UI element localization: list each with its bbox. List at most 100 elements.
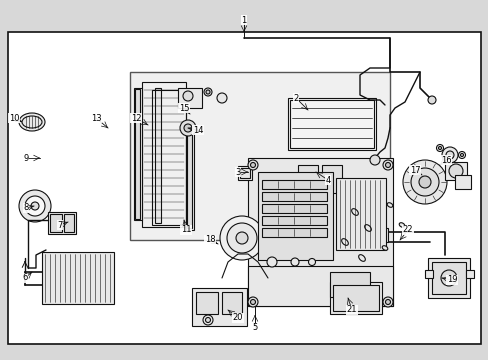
Bar bbox=[238, 166, 251, 180]
Bar bbox=[332, 285, 378, 311]
Text: 8: 8 bbox=[23, 203, 29, 212]
Circle shape bbox=[445, 151, 453, 159]
Text: 16: 16 bbox=[440, 156, 450, 165]
Ellipse shape bbox=[382, 246, 387, 250]
Circle shape bbox=[290, 258, 298, 266]
Bar bbox=[424, 270, 432, 278]
Circle shape bbox=[203, 315, 213, 325]
Circle shape bbox=[382, 297, 392, 307]
Circle shape bbox=[441, 147, 457, 163]
Circle shape bbox=[217, 93, 226, 103]
Circle shape bbox=[19, 190, 51, 222]
Text: 11: 11 bbox=[181, 225, 191, 234]
Text: 14: 14 bbox=[192, 126, 203, 135]
Bar bbox=[155, 88, 161, 223]
Bar bbox=[222, 292, 242, 314]
Text: 21: 21 bbox=[346, 306, 357, 315]
Circle shape bbox=[460, 153, 463, 157]
Circle shape bbox=[31, 202, 39, 210]
Bar bbox=[130, 72, 389, 240]
Circle shape bbox=[427, 96, 435, 104]
Text: 2: 2 bbox=[293, 94, 298, 103]
Bar bbox=[465, 270, 473, 278]
Bar bbox=[186, 132, 192, 228]
Bar bbox=[152, 90, 185, 225]
Text: 3: 3 bbox=[235, 167, 240, 176]
Circle shape bbox=[250, 162, 255, 167]
Bar bbox=[427, 258, 469, 298]
Bar bbox=[196, 292, 218, 314]
Text: 18: 18 bbox=[204, 235, 215, 244]
Bar bbox=[289, 100, 373, 148]
Text: 13: 13 bbox=[90, 113, 101, 122]
Text: 12: 12 bbox=[130, 113, 141, 122]
Bar bbox=[329, 272, 369, 297]
Circle shape bbox=[183, 124, 192, 132]
Text: 5: 5 bbox=[252, 324, 257, 333]
Bar bbox=[42, 252, 114, 304]
Circle shape bbox=[385, 300, 390, 305]
Circle shape bbox=[382, 160, 392, 170]
Text: 20: 20 bbox=[232, 314, 243, 323]
Bar bbox=[431, 262, 465, 294]
Bar bbox=[454, 175, 470, 189]
Ellipse shape bbox=[351, 209, 358, 215]
Circle shape bbox=[418, 176, 430, 188]
Bar bbox=[178, 88, 202, 108]
Bar bbox=[50, 214, 62, 232]
Bar bbox=[64, 214, 74, 232]
Circle shape bbox=[226, 223, 257, 253]
Circle shape bbox=[203, 88, 212, 96]
Ellipse shape bbox=[398, 223, 404, 227]
Circle shape bbox=[385, 162, 390, 167]
Circle shape bbox=[220, 216, 264, 260]
Circle shape bbox=[247, 160, 258, 170]
Circle shape bbox=[250, 300, 255, 305]
Text: 9: 9 bbox=[23, 153, 29, 162]
Bar bbox=[192, 288, 246, 326]
Bar bbox=[258, 172, 332, 260]
Ellipse shape bbox=[364, 225, 370, 231]
Bar bbox=[294, 162, 346, 196]
Text: 7: 7 bbox=[57, 220, 62, 230]
Bar bbox=[329, 282, 381, 314]
Ellipse shape bbox=[358, 255, 365, 261]
Bar bbox=[262, 180, 326, 189]
Bar bbox=[444, 162, 466, 180]
Bar bbox=[247, 266, 392, 306]
Bar bbox=[262, 228, 326, 237]
Text: 1: 1 bbox=[241, 15, 246, 24]
Text: 19: 19 bbox=[446, 275, 456, 284]
Bar bbox=[134, 88, 142, 220]
Circle shape bbox=[410, 168, 438, 196]
Ellipse shape bbox=[19, 113, 45, 131]
Bar bbox=[262, 192, 326, 201]
Circle shape bbox=[25, 196, 45, 216]
Bar bbox=[247, 158, 392, 306]
Bar bbox=[135, 89, 140, 219]
Bar bbox=[262, 216, 326, 225]
Circle shape bbox=[438, 147, 441, 149]
Bar bbox=[240, 168, 249, 178]
Circle shape bbox=[247, 297, 258, 307]
Bar bbox=[287, 98, 375, 150]
Text: 10: 10 bbox=[9, 113, 19, 122]
Bar bbox=[297, 165, 317, 193]
Bar bbox=[142, 82, 185, 227]
Circle shape bbox=[369, 155, 379, 165]
Bar bbox=[48, 212, 76, 234]
Bar bbox=[377, 228, 387, 242]
Bar bbox=[185, 130, 194, 230]
Circle shape bbox=[205, 90, 209, 94]
Circle shape bbox=[266, 257, 276, 267]
Text: 15: 15 bbox=[179, 104, 189, 112]
Bar bbox=[262, 204, 326, 213]
Circle shape bbox=[440, 270, 456, 286]
Circle shape bbox=[183, 91, 193, 101]
Circle shape bbox=[205, 318, 210, 323]
Ellipse shape bbox=[341, 239, 347, 245]
Text: 22: 22 bbox=[402, 225, 412, 234]
Circle shape bbox=[436, 144, 443, 152]
Circle shape bbox=[180, 120, 196, 136]
Ellipse shape bbox=[386, 203, 392, 207]
